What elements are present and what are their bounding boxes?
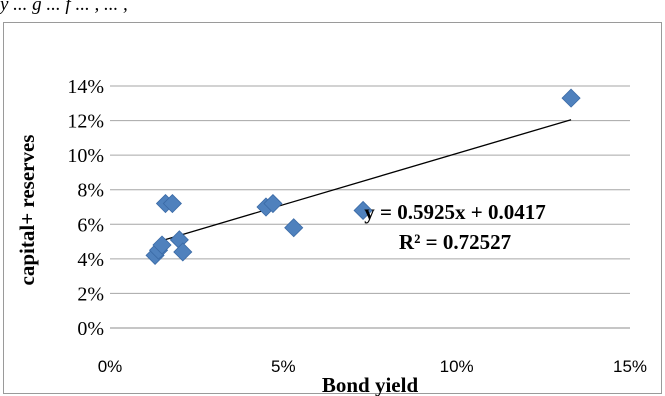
data-point — [173, 242, 193, 262]
y-tick-label: 0% — [77, 318, 104, 340]
data-point — [561, 88, 581, 108]
caption-fragment: y ... g ... f ... , ... , — [0, 0, 128, 15]
data-point — [152, 235, 172, 255]
data-point — [284, 218, 304, 238]
data-point — [162, 193, 182, 214]
y-tick-label: 2% — [77, 283, 104, 305]
y-tick-label: 4% — [77, 249, 104, 271]
y-tick-label: 8% — [77, 180, 104, 202]
x-tick-label: 5% — [271, 357, 296, 376]
trendline-r2: R² = 0.72527 — [399, 230, 511, 254]
x-tick-label: 10% — [440, 357, 474, 376]
y-axis-title: capital+ reserves — [15, 135, 39, 286]
x-tick-label: 0% — [98, 357, 123, 376]
x-axis-title: Bond yield — [322, 373, 419, 396]
trendline-equation: y = 0.5925x + 0.0417 — [364, 200, 545, 224]
y-tick-label: 12% — [67, 111, 104, 133]
y-tick-label: 14% — [67, 76, 104, 98]
trendline — [158, 119, 572, 243]
y-tick-label: 10% — [67, 145, 104, 167]
data-point — [353, 200, 373, 221]
chart-area — [3, 22, 662, 394]
x-tick-label: 15% — [613, 357, 647, 376]
data-point — [263, 193, 283, 214]
y-tick-label: 6% — [77, 214, 104, 236]
